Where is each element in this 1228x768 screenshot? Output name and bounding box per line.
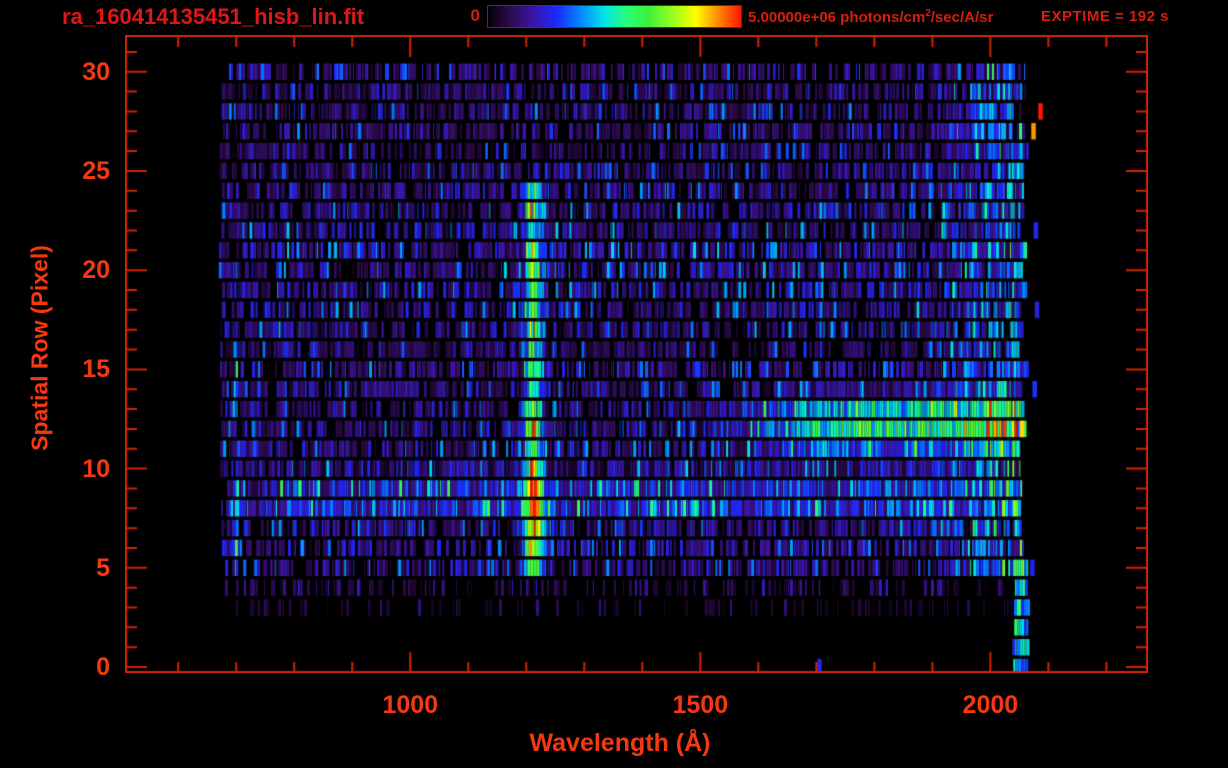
y-tick-label-5: 5 <box>96 553 110 582</box>
colorbar <box>487 5 742 28</box>
x-tick-label-1000: 1000 <box>382 691 439 719</box>
y-tick-label-20: 20 <box>82 256 110 285</box>
colorbar-max-value: 5.00000e+06 photons/cm <box>748 9 926 26</box>
spectrogram-heatmap <box>125 35 1148 673</box>
colorbar-max-label: 5.00000e+06 photons/cm2/sec/A/sr <box>748 8 993 26</box>
x-tick-label-1500: 1500 <box>672 691 729 719</box>
y-tick-label-0: 0 <box>96 653 110 682</box>
colorbar-unit-superscript: 2 <box>925 8 931 19</box>
y-axis-label: Spatial Row (Pixel) <box>26 245 53 451</box>
y-tick-label-10: 10 <box>82 454 110 483</box>
x-tick-label-2000: 2000 <box>962 691 1019 719</box>
colorbar-min-label: 0 <box>470 6 480 25</box>
filename-title: ra_160414135451_hisb_lin.fit <box>62 4 365 29</box>
y-tick-label-15: 15 <box>82 355 110 384</box>
y-tick-label-30: 30 <box>82 57 110 86</box>
x-axis-label: Wavelength (Å) <box>529 729 711 757</box>
y-tick-label-25: 25 <box>82 156 110 185</box>
exptime-label: EXPTIME = 192 s <box>1041 8 1169 25</box>
colorbar-unit-suffix: /sec/A/sr <box>930 9 994 26</box>
